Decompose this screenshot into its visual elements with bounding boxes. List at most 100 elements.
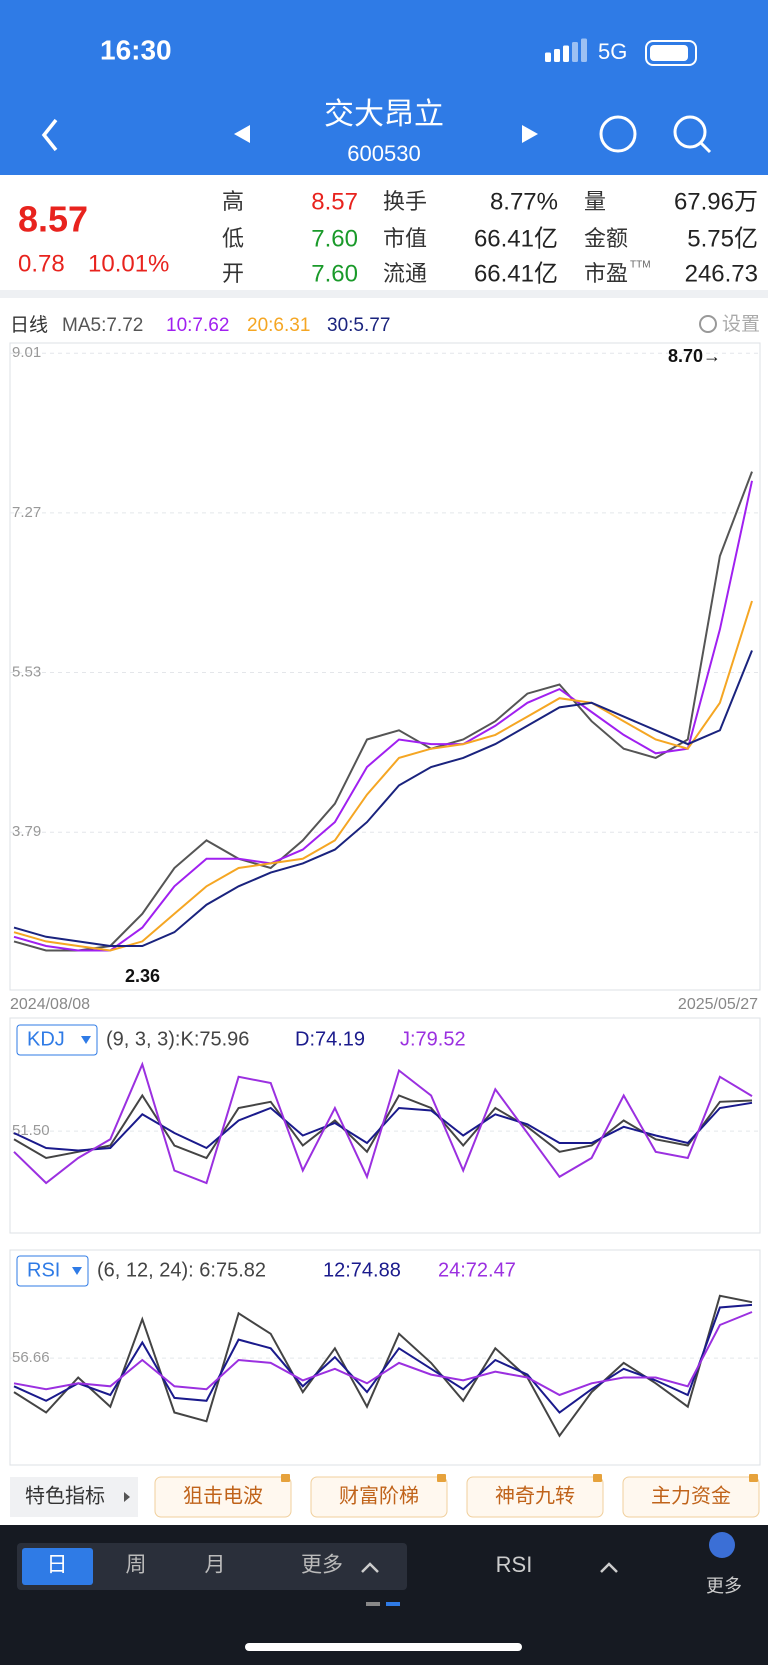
stat-value: 246.73 (685, 260, 758, 287)
stat-value: 66.41亿 (474, 260, 558, 287)
feature-arrow (124, 1492, 130, 1502)
stat-label: 高 (222, 189, 244, 214)
indicator-tab[interactable]: RSI (496, 1552, 533, 1577)
period-tab[interactable]: 月 (205, 1554, 226, 1577)
chat-button[interactable] (599, 115, 637, 153)
stat-value: 7.60 (311, 225, 358, 252)
more-icon[interactable] (709, 1532, 735, 1558)
stat-value: 5.75亿 (687, 225, 758, 252)
stat-label: 金额 (584, 226, 628, 251)
stat-label: 低 (222, 226, 244, 251)
back-button[interactable] (41, 118, 58, 152)
caret-up (361, 1562, 379, 1573)
period: 日线 (10, 314, 48, 336)
indicator-button-label[interactable]: 财富阶梯 (339, 1484, 419, 1507)
legend-item: J:79.52 (400, 1028, 466, 1050)
y-tick-label: 9.01 (12, 344, 41, 361)
x-tick-label: 2025/05/27 (678, 996, 758, 1013)
battery (645, 40, 697, 66)
feature-tab[interactable] (10, 1477, 138, 1517)
series-line (13, 1303, 753, 1414)
indicator-button[interactable] (622, 1476, 760, 1518)
lock-icon (281, 1474, 290, 1482)
stock-name: 交大昂立 (324, 98, 444, 131)
stat-label: 量 (584, 189, 606, 214)
legend-item: (6, 12, 24): 6:75.82 (97, 1259, 266, 1281)
legend-item: (9, 3, 3):K:75.96 (106, 1028, 249, 1050)
period-tab[interactable]: 更多 (301, 1554, 343, 1577)
indicator-button[interactable] (154, 1476, 292, 1518)
legend-item: 24:72.47 (438, 1259, 516, 1281)
x-tick-label: 2024/08/08 (10, 996, 90, 1013)
settings-icon[interactable] (699, 315, 717, 333)
indicator-button[interactable] (310, 1476, 448, 1518)
change: 0.78 (18, 250, 65, 277)
page-dot (386, 1602, 400, 1606)
signal-bar (581, 38, 587, 62)
legend-item: 10:7.62 (166, 315, 229, 336)
series-line (13, 480, 753, 952)
dropdown-arrow (72, 1267, 82, 1275)
lock-icon (437, 1474, 446, 1482)
prev-stock[interactable] (234, 125, 250, 143)
caret-up (600, 1562, 618, 1573)
period-tabs (17, 1543, 407, 1590)
y-tick-label: 5.53 (12, 664, 41, 681)
stat-sup: TTM (630, 260, 651, 271)
stat-label: 开 (222, 261, 244, 286)
indicator-name[interactable]: KDJ (27, 1028, 65, 1050)
indicator-name[interactable]: RSI (27, 1259, 60, 1281)
battery-level (650, 45, 688, 61)
low-annotation: 2.36 (125, 966, 160, 986)
period-tab[interactable]: 日 (47, 1554, 68, 1577)
y-tick-label: 51.50 (12, 1122, 50, 1139)
stat-label: 市值 (383, 226, 427, 251)
series-line (13, 1311, 753, 1397)
stat-value: 7.60 (311, 260, 358, 287)
settings[interactable]: 设置 (722, 313, 760, 335)
legend-item: 20:6.31 (247, 315, 310, 336)
change-pct: 10.01% (88, 250, 169, 277)
stat-value: 8.77% (490, 188, 558, 215)
period-tab[interactable]: 周 (126, 1554, 147, 1577)
panel-frame (9, 1017, 761, 1234)
status-time: 16:30 (100, 34, 172, 65)
search-button[interactable] (673, 115, 707, 149)
indicator-button-label[interactable]: 狙击电波 (183, 1484, 263, 1507)
series-line (13, 600, 753, 952)
indicator-button-label[interactable]: 神奇九转 (495, 1484, 575, 1507)
y-tick-label: 3.79 (12, 823, 41, 840)
indicator-select[interactable] (16, 1024, 98, 1056)
stock-code: 600530 (347, 141, 420, 166)
header-bg (0, 0, 768, 175)
home-indicator (245, 1643, 522, 1651)
series-line (13, 471, 753, 952)
legend-item: 30:5.77 (327, 315, 390, 336)
stat-label: 市盈 (584, 261, 628, 286)
divider (0, 290, 768, 298)
signal-bar (563, 45, 569, 62)
legend-item: D:74.19 (295, 1028, 365, 1050)
lock-icon (593, 1474, 602, 1482)
signal-bar (545, 52, 551, 62)
lock-icon (749, 1474, 758, 1482)
more-label[interactable]: 更多 (706, 1576, 742, 1596)
price: 8.57 (18, 199, 88, 240)
stat-label: 换手 (383, 189, 427, 214)
indicator-button[interactable] (466, 1476, 604, 1518)
tab-selected (22, 1548, 93, 1585)
panel-frame (9, 342, 761, 991)
signal-bar (554, 49, 560, 62)
stat-value: 67.96万 (674, 188, 758, 215)
series-line (13, 1294, 753, 1438)
panel-frame (9, 1249, 761, 1466)
indicator-button-label[interactable]: 主力资金 (651, 1484, 731, 1507)
next-stock[interactable] (522, 125, 538, 143)
stat-label: 流通 (383, 261, 427, 286)
indicator-select[interactable] (16, 1255, 89, 1287)
series-line (13, 1061, 753, 1185)
y-tick-label: 56.66 (12, 1349, 50, 1366)
y-tick-label: 7.27 (12, 504, 41, 521)
